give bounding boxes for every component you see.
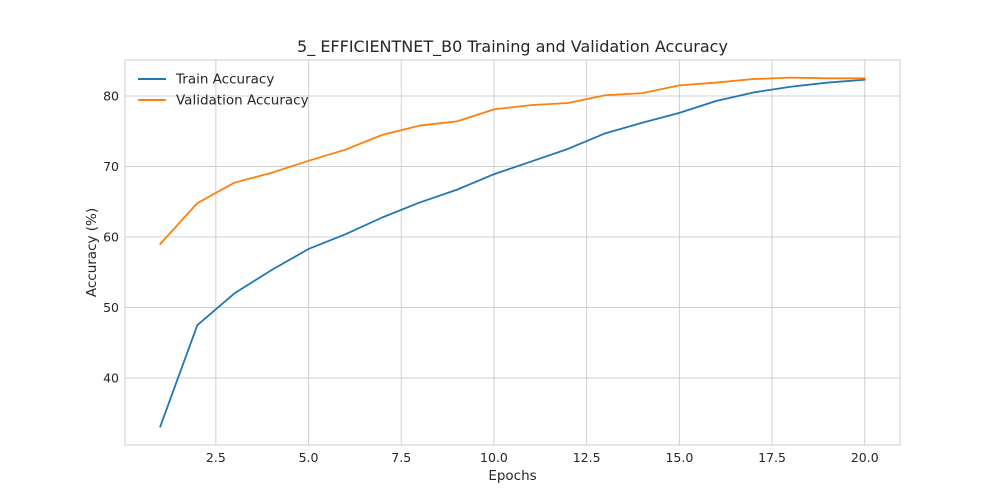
y-axis-label: Accuracy (%) [84, 208, 100, 297]
validation-accuracy-line [159, 76, 866, 245]
x-tick-label: 7.5 [391, 450, 411, 465]
y-tick-label: 40 [103, 371, 119, 386]
y-tick-labels: 40 50 60 70 80 [103, 88, 119, 385]
x-tick-label: 15.0 [665, 450, 693, 465]
x-tick-label: 20.0 [851, 450, 879, 465]
legend-label-validation: Validation Accuracy [176, 93, 309, 109]
y-tick-label: 60 [103, 229, 119, 244]
x-tick-labels: 2.5 5.0 7.5 10.0 12.5 15.0 17.5 20.0 [206, 450, 879, 465]
x-axis-label: Epochs [488, 468, 536, 484]
x-tick-label: 10.0 [480, 450, 508, 465]
chart-title: 5_ EFFICIENTNET_B0 Training and Validati… [297, 37, 728, 57]
y-tick-label: 80 [103, 88, 119, 103]
y-tick-label: 70 [103, 159, 119, 174]
plot-frame [124, 59, 901, 446]
x-tick-label: 2.5 [206, 450, 226, 465]
legend-label-train: Train Accuracy [175, 72, 274, 88]
y-tick-label: 50 [103, 300, 119, 315]
train-accuracy-line [159, 78, 866, 428]
legend: Train Accuracy Validation Accuracy [138, 72, 309, 109]
x-tick-label: 17.5 [758, 450, 786, 465]
grid-layer [125, 60, 900, 445]
series-layer [159, 76, 866, 428]
x-tick-label: 12.5 [573, 450, 601, 465]
x-tick-label: 5.0 [299, 450, 319, 465]
